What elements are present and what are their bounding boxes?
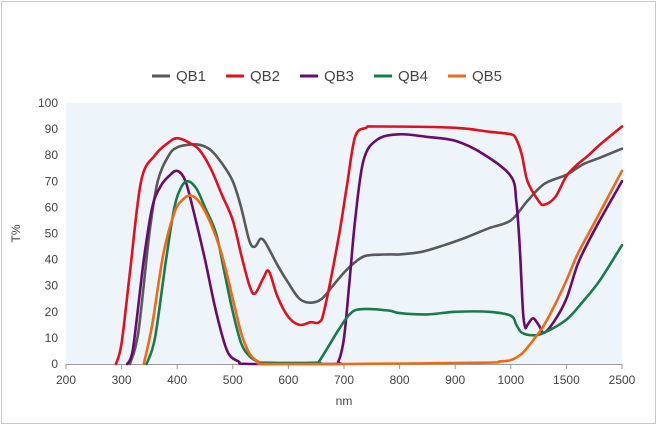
x-axis: 200 300 400 500 600 700 800 900 1000 1500 2500	[56, 364, 636, 387]
x-tick-label: 1500	[553, 373, 580, 387]
legend-label: QB4	[398, 68, 428, 85]
legend-label: QB5	[472, 68, 502, 85]
y-axis-title: T%	[9, 224, 23, 242]
series-line-qb5	[142, 169, 624, 366]
x-axis-title: nm	[336, 394, 353, 408]
x-tick-label: 200	[56, 373, 76, 387]
x-tick-label: 1000	[497, 373, 524, 387]
y-tick-label: 100	[38, 96, 58, 110]
y-tick-label: 20	[45, 305, 59, 319]
y-tick-label: 10	[45, 331, 59, 345]
legend-label: QB2	[250, 68, 280, 85]
legend-item-qb5[interactable]: QB5	[448, 68, 502, 85]
y-tick-label: 40	[45, 253, 59, 267]
x-tick-label: 700	[334, 373, 354, 387]
series-line-qb4	[145, 179, 624, 366]
legend-item-qb1[interactable]: QB1	[152, 68, 206, 85]
legend-label: QB1	[176, 68, 206, 85]
y-tick-label: 0	[51, 357, 58, 371]
y-tick-label: 60	[45, 200, 59, 214]
x-tick-label: 600	[278, 373, 298, 387]
x-tick-label: 900	[445, 373, 465, 387]
legend-item-qb2[interactable]: QB2	[226, 68, 280, 85]
legend: QB1 QB2 QB3 QB4 QB5	[152, 68, 502, 85]
y-tick-label: 30	[45, 279, 59, 293]
x-tick-label: 800	[390, 373, 410, 387]
x-tick-label: 500	[223, 373, 243, 387]
y-axis: 0 10 20 30 40 50 60 70 80 90 100	[38, 96, 58, 371]
x-tick-label: 2500	[609, 373, 636, 387]
y-tick-label: 90	[45, 122, 59, 136]
series-line-qb1	[128, 142, 624, 366]
series-lines	[114, 125, 624, 366]
x-tick-label: 300	[112, 373, 132, 387]
legend-item-qb4[interactable]: QB4	[374, 68, 428, 85]
y-tick-label: 70	[45, 174, 59, 188]
y-tick-label: 50	[45, 227, 59, 241]
legend-item-qb3[interactable]: QB3	[300, 68, 354, 85]
legend-label: QB3	[324, 68, 354, 85]
x-tick-label: 400	[167, 373, 187, 387]
y-tick-label: 80	[45, 148, 59, 162]
series-line-qb2	[114, 125, 624, 366]
